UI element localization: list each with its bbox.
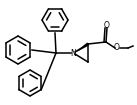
Text: O: O xyxy=(114,43,120,52)
Polygon shape xyxy=(77,43,89,51)
Text: O: O xyxy=(104,20,110,30)
Text: N: N xyxy=(70,49,76,58)
